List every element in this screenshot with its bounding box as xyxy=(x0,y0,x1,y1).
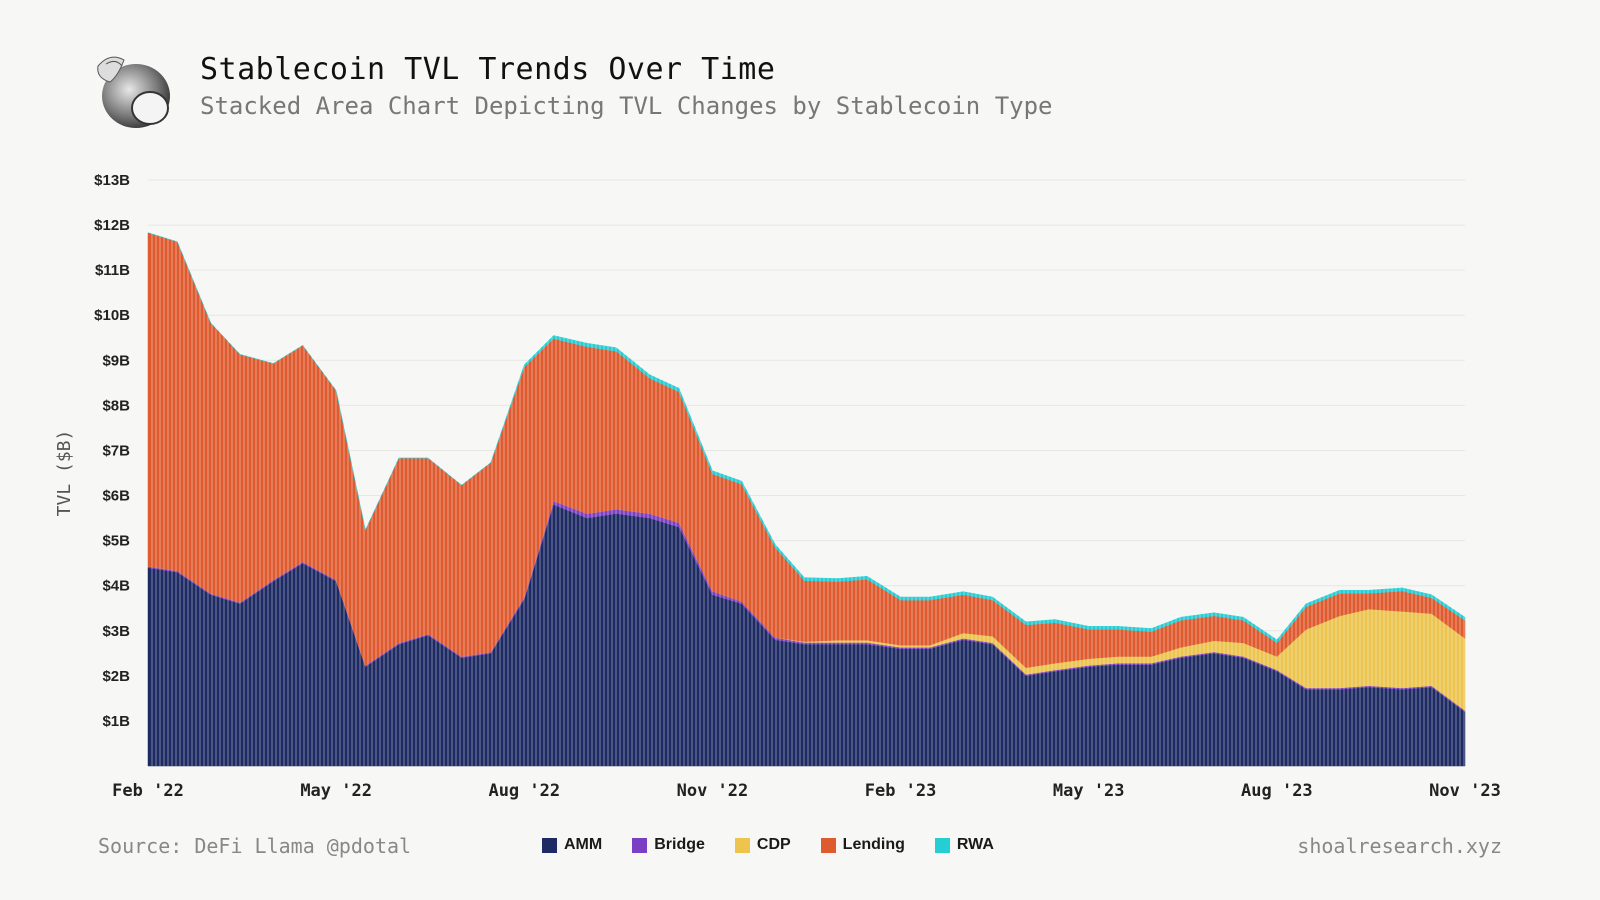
site-credit: shoalresearch.xyz xyxy=(1297,834,1502,858)
y-tick-label: $7B xyxy=(102,442,130,459)
x-tick-label: May '22 xyxy=(300,781,372,801)
legend-label-lending: Lending xyxy=(842,836,905,853)
chart-subtitle: Stacked Area Chart Depicting TVL Changes… xyxy=(200,92,1053,120)
y-tick-label: $10B xyxy=(94,307,130,324)
legend-swatch-rwa xyxy=(934,837,950,853)
x-tick-label: Feb '22 xyxy=(112,781,184,801)
legend-item-cdp: CDP xyxy=(734,836,791,854)
legend-item-lending: Lending xyxy=(820,836,905,854)
legend-swatch-amm xyxy=(542,837,557,853)
legend-swatch-cdp xyxy=(734,837,750,853)
y-axis-label: TVL ($B) xyxy=(54,430,75,517)
chart-legend: AMM Bridge CDP Lending RWA xyxy=(542,836,994,854)
x-tick-label: Feb '23 xyxy=(865,781,937,801)
y-axis-ticks: $1B $2B $3B $4B $5B $6B $7B $8B $9B $10B $11B $12B $… xyxy=(94,172,130,730)
source-note: Source: DeFi Llama @pdotal xyxy=(98,834,412,858)
legend-item-amm: AMM xyxy=(542,836,602,854)
legend-swatch-bridge xyxy=(632,837,648,853)
legend-label-bridge: Bridge xyxy=(654,836,705,853)
shell-logo xyxy=(88,46,178,136)
x-tick-label: Aug '23 xyxy=(1241,781,1313,801)
y-tick-label: $5B xyxy=(102,533,130,550)
chart-title: Stablecoin TVL Trends Over Time xyxy=(200,52,776,87)
legend-label-amm: AMM xyxy=(564,836,603,853)
chart-series xyxy=(147,180,1466,767)
legend-swatch-lending xyxy=(820,837,836,853)
y-tick-label: $4B xyxy=(102,578,130,595)
y-tick-label: $2B xyxy=(102,668,130,685)
x-tick-label: Nov '22 xyxy=(677,781,749,801)
y-tick-label: $8B xyxy=(102,397,130,414)
legend-label-cdp: CDP xyxy=(756,836,791,853)
x-axis-ticks: Feb '22 May '22 Aug '22 Nov '22 Feb '23 May '… xyxy=(112,781,1501,801)
y-tick-label: $1B xyxy=(102,713,130,730)
y-tick-label: $9B xyxy=(102,352,130,369)
x-tick-label: Aug '22 xyxy=(488,781,560,801)
x-tick-label: Nov '23 xyxy=(1429,781,1501,801)
y-tick-label: $11B xyxy=(95,262,130,279)
legend-item-bridge: Bridge xyxy=(632,836,705,854)
legend-label-rwa: RWA xyxy=(956,836,994,853)
legend-item-rwa: RWA xyxy=(934,836,994,854)
bar-stripes xyxy=(151,180,1465,766)
y-tick-label: $6B xyxy=(102,488,130,505)
y-tick-label: $13B xyxy=(94,172,130,189)
x-tick-label: May '23 xyxy=(1053,781,1125,801)
y-tick-label: $3B xyxy=(102,623,130,640)
y-tick-label: $12B xyxy=(94,217,130,234)
